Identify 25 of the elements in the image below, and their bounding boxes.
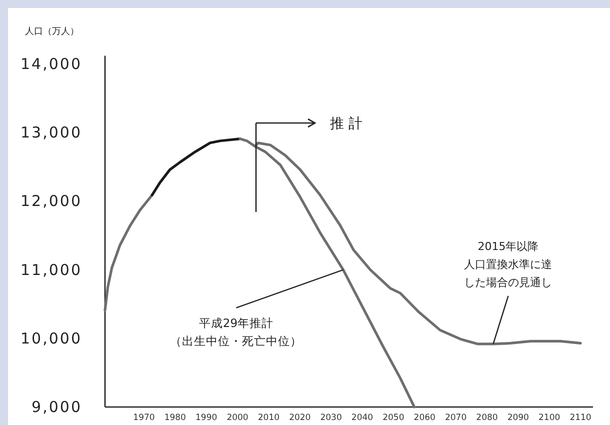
- x-tick-label: 2090: [507, 413, 529, 423]
- x-tick-label: 2100: [538, 413, 560, 423]
- y-tick-label: 11,000: [20, 260, 82, 279]
- x-tick-label: 1990: [196, 413, 218, 423]
- annotation: 推 計: [330, 116, 362, 132]
- annotation: 平成29年推計（出生中位・死亡中位）: [170, 316, 302, 348]
- x-tick-label: 2080: [476, 413, 498, 423]
- y-tick-label: 12,000: [20, 192, 82, 210]
- x-tick-label: 1970: [133, 413, 155, 423]
- x-tick-label: 2010: [258, 413, 280, 423]
- annotation: 2015年以降人口置換水準に達した場合の見通し: [464, 240, 552, 289]
- x-tick-label: 2000: [226, 413, 248, 423]
- x-tick-label: 1980: [164, 413, 186, 423]
- y-tick-label: 14,000: [20, 55, 82, 74]
- x-tick-label: 2030: [320, 413, 342, 423]
- x-tick-label: 2110: [570, 413, 592, 423]
- y-tick-label: 13,000: [20, 124, 82, 142]
- y-tick-label: 10,000: [20, 329, 82, 348]
- y-axis-title: 人口（万人）: [25, 26, 79, 37]
- x-tick-label: 2020: [289, 413, 311, 423]
- x-tick-label: 2040: [351, 413, 374, 423]
- y-tick-label: 9,000: [32, 398, 82, 416]
- x-tick-label: 2070: [444, 413, 467, 423]
- x-tick-label: 2060: [414, 413, 436, 423]
- x-tick-label: 2050: [382, 413, 404, 423]
